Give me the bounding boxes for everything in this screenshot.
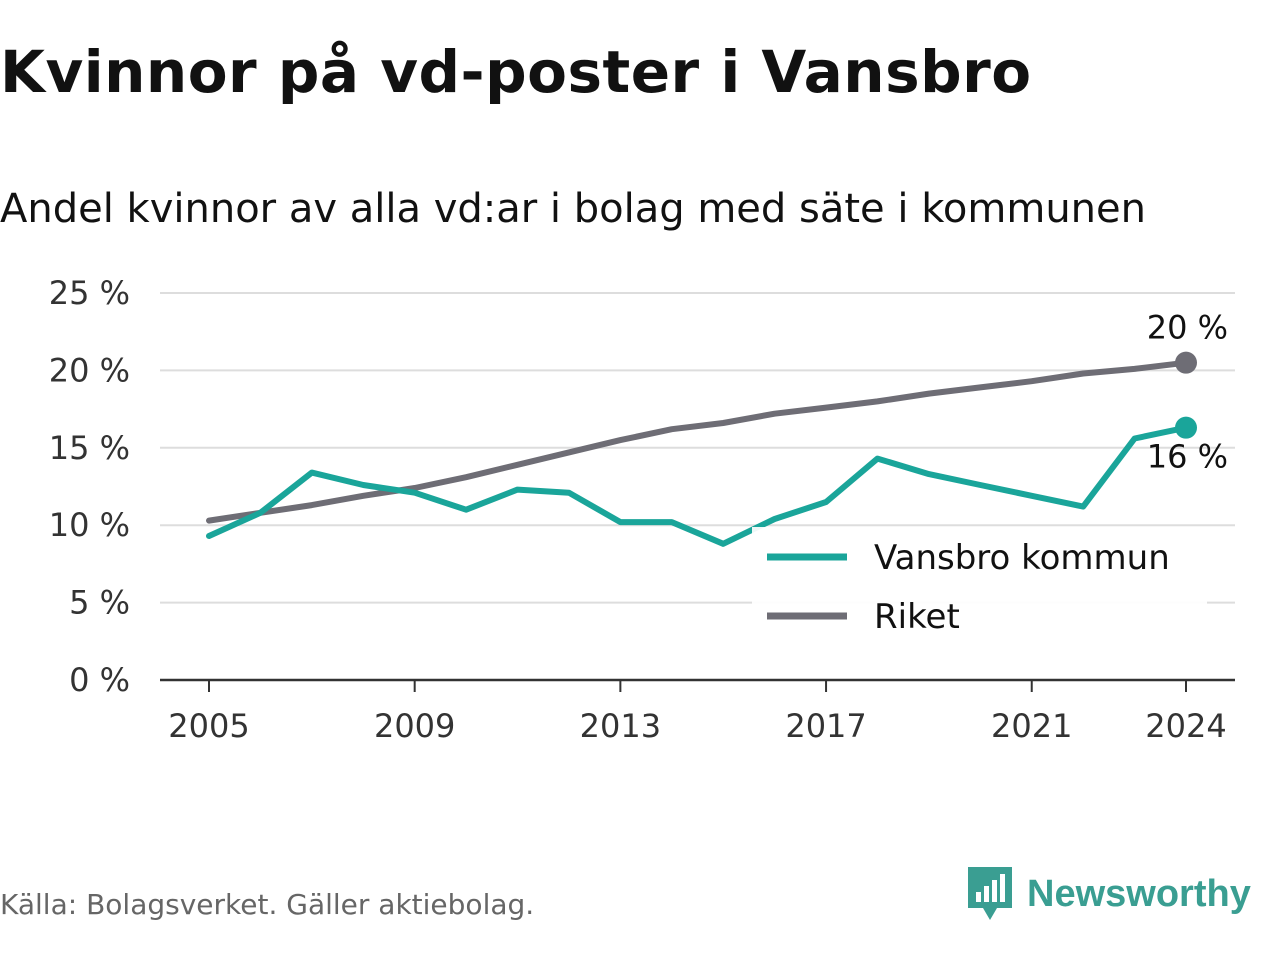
- legend: Vansbro kommun Riket: [752, 527, 1207, 647]
- chart-subtitle: Andel kvinnor av alla vd:ar i bolag med …: [0, 186, 1146, 232]
- end-point-marker: [1175, 351, 1197, 374]
- y-tick-label: 0 %: [69, 661, 130, 699]
- end-value-label: 20 %: [1147, 309, 1228, 347]
- grid-lines: [160, 292, 1235, 604]
- x-tick-label: 2013: [580, 707, 661, 745]
- end-value-label: 16 %: [1147, 438, 1228, 476]
- chart-title: Kvinnor på vd-poster i Vansbro: [0, 38, 1032, 106]
- brand-logo[interactable]: Newsworthy: [965, 864, 1251, 924]
- source-note: Källa: Bolagsverket. Gäller aktiebolag.: [0, 888, 535, 921]
- newsworthy-logo-icon: [968, 867, 1012, 920]
- end-labels: 16 % 20 %: [1147, 309, 1228, 476]
- y-tick-label: 15 %: [49, 429, 130, 467]
- x-tick-label: 2021: [991, 707, 1072, 745]
- legend-label: Riket: [874, 597, 960, 637]
- y-tick-label: 5 %: [69, 584, 130, 622]
- y-tick-label: 10 %: [49, 506, 130, 544]
- y-axis-ticks: 0 % 5 % 10 % 15 % 20 % 25 %: [49, 274, 130, 699]
- y-tick-label: 20 %: [49, 351, 130, 389]
- series-line-riket: [206, 359, 1189, 524]
- brand-name: Newsworthy: [1027, 872, 1251, 915]
- legend-box: [752, 527, 1207, 647]
- y-tick-label: 25 %: [49, 274, 130, 312]
- series-lines: [206, 359, 1189, 547]
- x-axis: 2005 2009 2013 2017 2021 2024: [160, 678, 1235, 745]
- series-line-vansbro: [206, 424, 1189, 547]
- x-tick-label: 2009: [374, 707, 455, 745]
- x-tick-label: 2024: [1145, 707, 1226, 745]
- legend-label: Vansbro kommun: [874, 538, 1170, 578]
- end-point-marker: [1175, 416, 1197, 439]
- x-tick-label: 2005: [168, 707, 249, 745]
- x-tick-label: 2017: [785, 707, 866, 745]
